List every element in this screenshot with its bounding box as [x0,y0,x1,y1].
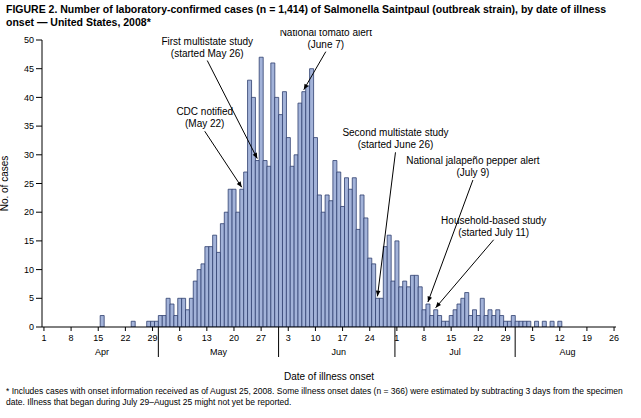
svg-text:5: 5 [530,333,535,343]
svg-text:12: 12 [555,333,565,343]
svg-text:1: 1 [41,333,46,343]
svg-text:(July 9): (July 9) [457,167,490,178]
html-text:FIGURE 2. Number of laboratory: FIGURE 2. Number of laboratory-confirmed… [6,3,607,28]
svg-text:Household-based study: Household-based study [441,215,546,226]
svg-text:26: 26 [609,333,619,343]
svg-text:(started June 26): (started June 26) [358,139,434,150]
svg-text:25: 25 [24,179,34,189]
svg-text:22: 22 [120,333,130,343]
svg-text:13: 13 [202,333,212,343]
svg-text:Aug: Aug [560,347,576,357]
svg-text:29: 29 [500,333,510,343]
svg-text:Apr: Apr [95,347,109,357]
svg-text:(May 22): (May 22) [185,118,224,129]
svg-text:No. of cases: No. of cases [8,156,10,212]
svg-text:35: 35 [24,121,34,131]
svg-text:15: 15 [24,236,34,246]
svg-text:8: 8 [422,333,427,343]
svg-text:29: 29 [148,333,158,343]
svg-text:First multistate study: First multistate study [161,36,253,47]
svg-text:15: 15 [93,333,103,343]
svg-text:27: 27 [256,333,266,343]
svg-text:10: 10 [24,265,34,275]
svg-text:(June 7): (June 7) [307,39,344,50]
svg-text:May: May [210,347,228,357]
svg-text:45: 45 [24,64,34,74]
svg-text:6: 6 [177,333,182,343]
svg-text:(started July 11): (started July 11) [458,227,529,238]
svg-text:30: 30 [24,150,34,160]
svg-text:CDC notified: CDC notified [176,106,233,117]
svg-text:20: 20 [24,207,34,217]
svg-text:Date of illness onset: Date of illness onset [284,371,374,382]
svg-text:Jul: Jul [449,347,461,357]
svg-text:22: 22 [473,333,483,343]
svg-text:15: 15 [446,333,456,343]
svg-text:National tomato alert: National tomato alert [280,30,372,38]
svg-text:10: 10 [310,333,320,343]
svg-text:50: 50 [24,35,34,45]
svg-text:19: 19 [582,333,592,343]
svg-text:(started May 26): (started May 26) [171,48,244,59]
svg-text:17: 17 [338,333,348,343]
svg-text:Second multistate study: Second multistate study [342,127,448,138]
svg-text:20: 20 [229,333,239,343]
svg-text:8: 8 [69,333,74,343]
svg-text:1: 1 [394,333,400,343]
svg-text:40: 40 [24,93,34,103]
html-text:* Includes cases with onset in: * Includes cases with onset information … [6,386,623,407]
svg-text:5: 5 [29,293,34,303]
svg-text:Jun: Jun [331,347,346,357]
svg-text:0: 0 [29,322,34,332]
svg-text:National jalapeño pepper alert: National jalapeño pepper alert [406,155,540,166]
svg-text:3: 3 [286,333,291,343]
svg-text:24: 24 [365,333,375,343]
